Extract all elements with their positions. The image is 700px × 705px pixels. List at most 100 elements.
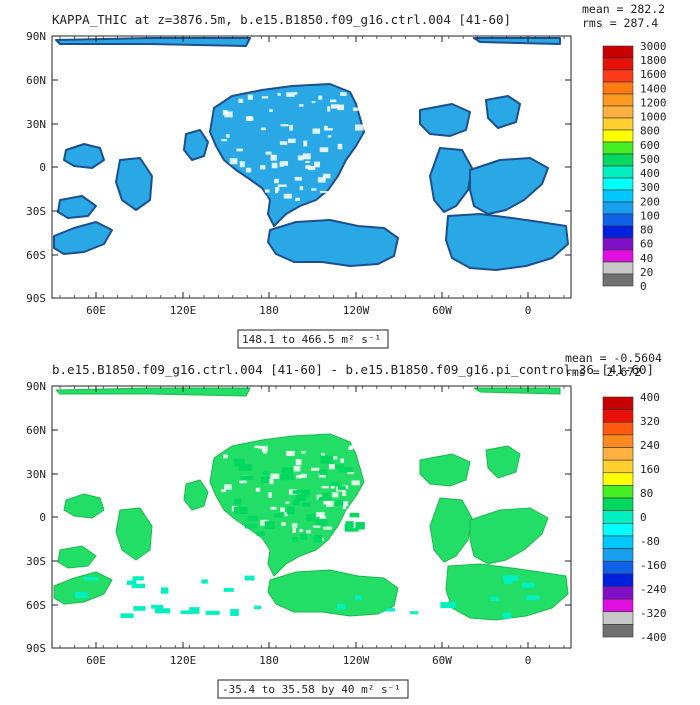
colorbar-label: 400 xyxy=(640,167,660,180)
field-patch xyxy=(521,582,535,588)
panel-1-axes: 90N 60N 30N 0 30S 60S 90S 60E 120E 180 120W 60W 0 xyxy=(26,30,571,317)
field-gap xyxy=(305,165,311,169)
field-patch xyxy=(180,610,194,615)
colorbar-swatch xyxy=(602,261,634,275)
field-patch xyxy=(301,502,310,507)
field-gap xyxy=(279,141,288,145)
field-patch xyxy=(244,575,255,581)
field-gap xyxy=(229,158,238,165)
field-gap xyxy=(280,507,285,512)
colorbar-label: 160 xyxy=(640,463,660,476)
colorbar-swatch xyxy=(602,45,634,59)
lat-tick-label: 90S xyxy=(26,292,46,305)
panel-2-mean: mean = -0.5604 xyxy=(565,351,662,365)
colorbar-swatch xyxy=(602,249,634,263)
field-patch xyxy=(355,595,362,600)
land-region xyxy=(63,143,105,169)
field-gap xyxy=(293,465,301,472)
lon-tick-label: 180 xyxy=(259,654,279,667)
lat-tick-label: 0 xyxy=(39,161,46,174)
field-gap xyxy=(270,154,277,161)
panel-2-title: b.e15.B1850.f09_g16.ctrl.004 [41-60] - b… xyxy=(52,362,654,377)
field-gap xyxy=(270,473,280,479)
colorbar-swatch xyxy=(602,409,634,423)
lat-tick-label: 90N xyxy=(26,30,46,43)
colorbar-swatch xyxy=(602,117,634,131)
field-gap xyxy=(260,195,268,202)
colorbar-swatch xyxy=(602,510,634,524)
field-gap xyxy=(224,111,233,118)
field-gap xyxy=(319,515,327,519)
field-patch xyxy=(205,610,220,615)
colorbar-swatch xyxy=(602,201,634,215)
field-gap xyxy=(222,515,231,521)
lat-tick-label: 60S xyxy=(26,249,46,262)
panel-1-title: KAPPA_THIC at z=3876.5m, b.e15.B1850.f09… xyxy=(52,12,511,27)
field-gap xyxy=(238,98,244,103)
land-region xyxy=(419,103,471,137)
colorbar-label: 60 xyxy=(640,238,653,251)
field-gap xyxy=(291,523,298,528)
colorbar-label: 3000 xyxy=(640,40,667,53)
field-gap xyxy=(357,161,364,166)
colorbar-label: 1400 xyxy=(640,82,667,95)
field-gap xyxy=(283,193,292,199)
field-patch xyxy=(151,604,164,609)
panel-1-range-label: 148.1 to 466.5 m² s⁻¹ xyxy=(242,333,381,346)
field-gap xyxy=(321,453,325,456)
lon-tick-label: 0 xyxy=(525,654,532,667)
panel-1-rms: rms = 287.4 xyxy=(582,16,658,30)
field-patch xyxy=(233,458,245,467)
field-patch xyxy=(264,521,275,529)
colorbar-swatch xyxy=(602,586,634,600)
field-gap xyxy=(294,92,298,95)
field-gap xyxy=(247,94,253,100)
colorbar-label: -240 xyxy=(640,583,667,596)
field-patch xyxy=(280,474,294,481)
field-gap xyxy=(224,484,232,490)
land-region xyxy=(183,479,209,511)
land-region xyxy=(55,387,251,397)
field-gap xyxy=(337,143,343,150)
field-patch xyxy=(201,579,208,584)
field-gap xyxy=(271,162,278,169)
field-patch xyxy=(74,592,88,599)
panel-2-colorbar: 400 320 240 160 80 0 -80 -160 -240 -320 -400 xyxy=(602,391,667,644)
field-patch xyxy=(133,606,146,611)
land-region xyxy=(429,497,473,563)
colorbar-label: -160 xyxy=(640,559,667,572)
field-patch xyxy=(300,533,308,540)
field-gap xyxy=(265,151,272,155)
land-region xyxy=(429,147,473,213)
field-patch xyxy=(254,605,261,610)
colorbar-label: 20 xyxy=(640,266,653,279)
land-region xyxy=(63,493,105,519)
lat-tick-label: 90N xyxy=(26,380,46,393)
field-patch xyxy=(315,519,328,526)
field-patch xyxy=(120,613,134,619)
field-gap xyxy=(277,92,281,96)
field-patch xyxy=(503,612,512,619)
field-gap xyxy=(312,128,321,134)
field-gap xyxy=(323,125,328,130)
panel-1-colorbar: 3000180016001400120010008006005004003002… xyxy=(602,40,667,293)
colorbar-swatch xyxy=(602,573,634,587)
land-region xyxy=(115,157,153,211)
field-gap xyxy=(326,501,334,507)
field-patch xyxy=(355,522,365,530)
land-region xyxy=(445,213,569,271)
colorbar-label: 80 xyxy=(640,487,653,500)
colorbar-label: 320 xyxy=(640,415,660,428)
lon-tick-label: 60W xyxy=(432,654,452,667)
field-gap xyxy=(330,104,340,109)
field-gap xyxy=(250,189,257,194)
field-gap xyxy=(317,177,326,183)
colorbar-label: 600 xyxy=(640,139,660,152)
lat-tick-label: 30S xyxy=(26,555,46,568)
field-patch xyxy=(247,515,259,521)
colorbar-swatch xyxy=(602,434,634,448)
field-gap xyxy=(319,190,328,193)
colorbar-swatch xyxy=(602,472,634,486)
field-gap xyxy=(302,153,311,160)
colorbar-label: 40 xyxy=(640,252,653,265)
